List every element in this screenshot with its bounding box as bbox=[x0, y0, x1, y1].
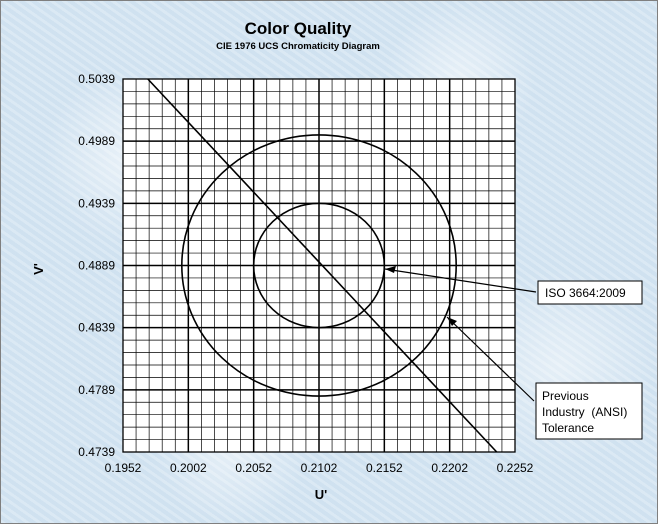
iso-callout: ISO 3664:2009 bbox=[384, 266, 643, 305]
planckian-line bbox=[147, 78, 498, 453]
iso-arrowhead bbox=[385, 266, 396, 273]
y-tick-label: 0.4939 bbox=[78, 196, 115, 210]
x-tick-label: 0.2152 bbox=[366, 461, 403, 475]
x-tick-label: 0.2252 bbox=[497, 461, 534, 475]
plot-border bbox=[122, 78, 516, 453]
ansi-callout-line-1: Previous bbox=[542, 389, 589, 403]
x-tick-label: 0.2002 bbox=[170, 461, 207, 475]
y-tick-label: 0.4739 bbox=[78, 445, 115, 459]
iso-callout-text: ISO 3664:2009 bbox=[545, 286, 626, 300]
x-axis-label: U' bbox=[315, 487, 327, 502]
y-tick-label: 0.4989 bbox=[78, 134, 115, 148]
y-tick-label: 0.5039 bbox=[78, 72, 115, 86]
iso-callout-box bbox=[537, 280, 643, 305]
chart-series bbox=[147, 78, 498, 453]
ansi-callout-box bbox=[535, 382, 643, 440]
chart-title: Color Quality bbox=[245, 19, 352, 38]
x-tick-label: 0.2202 bbox=[431, 461, 468, 475]
ansi-callout-line-3: Tolerance bbox=[542, 421, 594, 435]
y-tick-label: 0.4889 bbox=[78, 259, 115, 273]
y-axis-ticks: 0.4739 0.4789 0.4839 0.4889 0.4939 0.4989 0.50… bbox=[78, 72, 115, 459]
ansi-callout: Previous Industry (ANSI) Tolerance bbox=[446, 316, 643, 440]
x-axis-ticks: 0.1952 0.2002 0.2052 0.2102 0.2152 0.2202 0.22… bbox=[105, 461, 534, 475]
y-tick-label: 0.4839 bbox=[78, 321, 115, 335]
x-tick-label: 0.2052 bbox=[235, 461, 272, 475]
ansi-callout-arrow bbox=[446, 316, 535, 402]
iso-callout-arrow bbox=[384, 268, 537, 293]
x-tick-label: 0.1952 bbox=[105, 461, 142, 475]
iso-tolerance-circle bbox=[252, 202, 386, 329]
ansi-callout-line-2: Industry (ANSI) bbox=[542, 405, 627, 419]
y-axis-label: V' bbox=[31, 263, 46, 275]
x-tick-label: 0.2102 bbox=[301, 461, 338, 475]
ansi-tolerance-circle bbox=[181, 134, 457, 397]
y-tick-label: 0.4789 bbox=[78, 383, 115, 397]
ansi-arrowhead bbox=[447, 317, 457, 326]
chart-subtitle: CIE 1976 UCS Chromaticity Diagram bbox=[216, 41, 380, 52]
